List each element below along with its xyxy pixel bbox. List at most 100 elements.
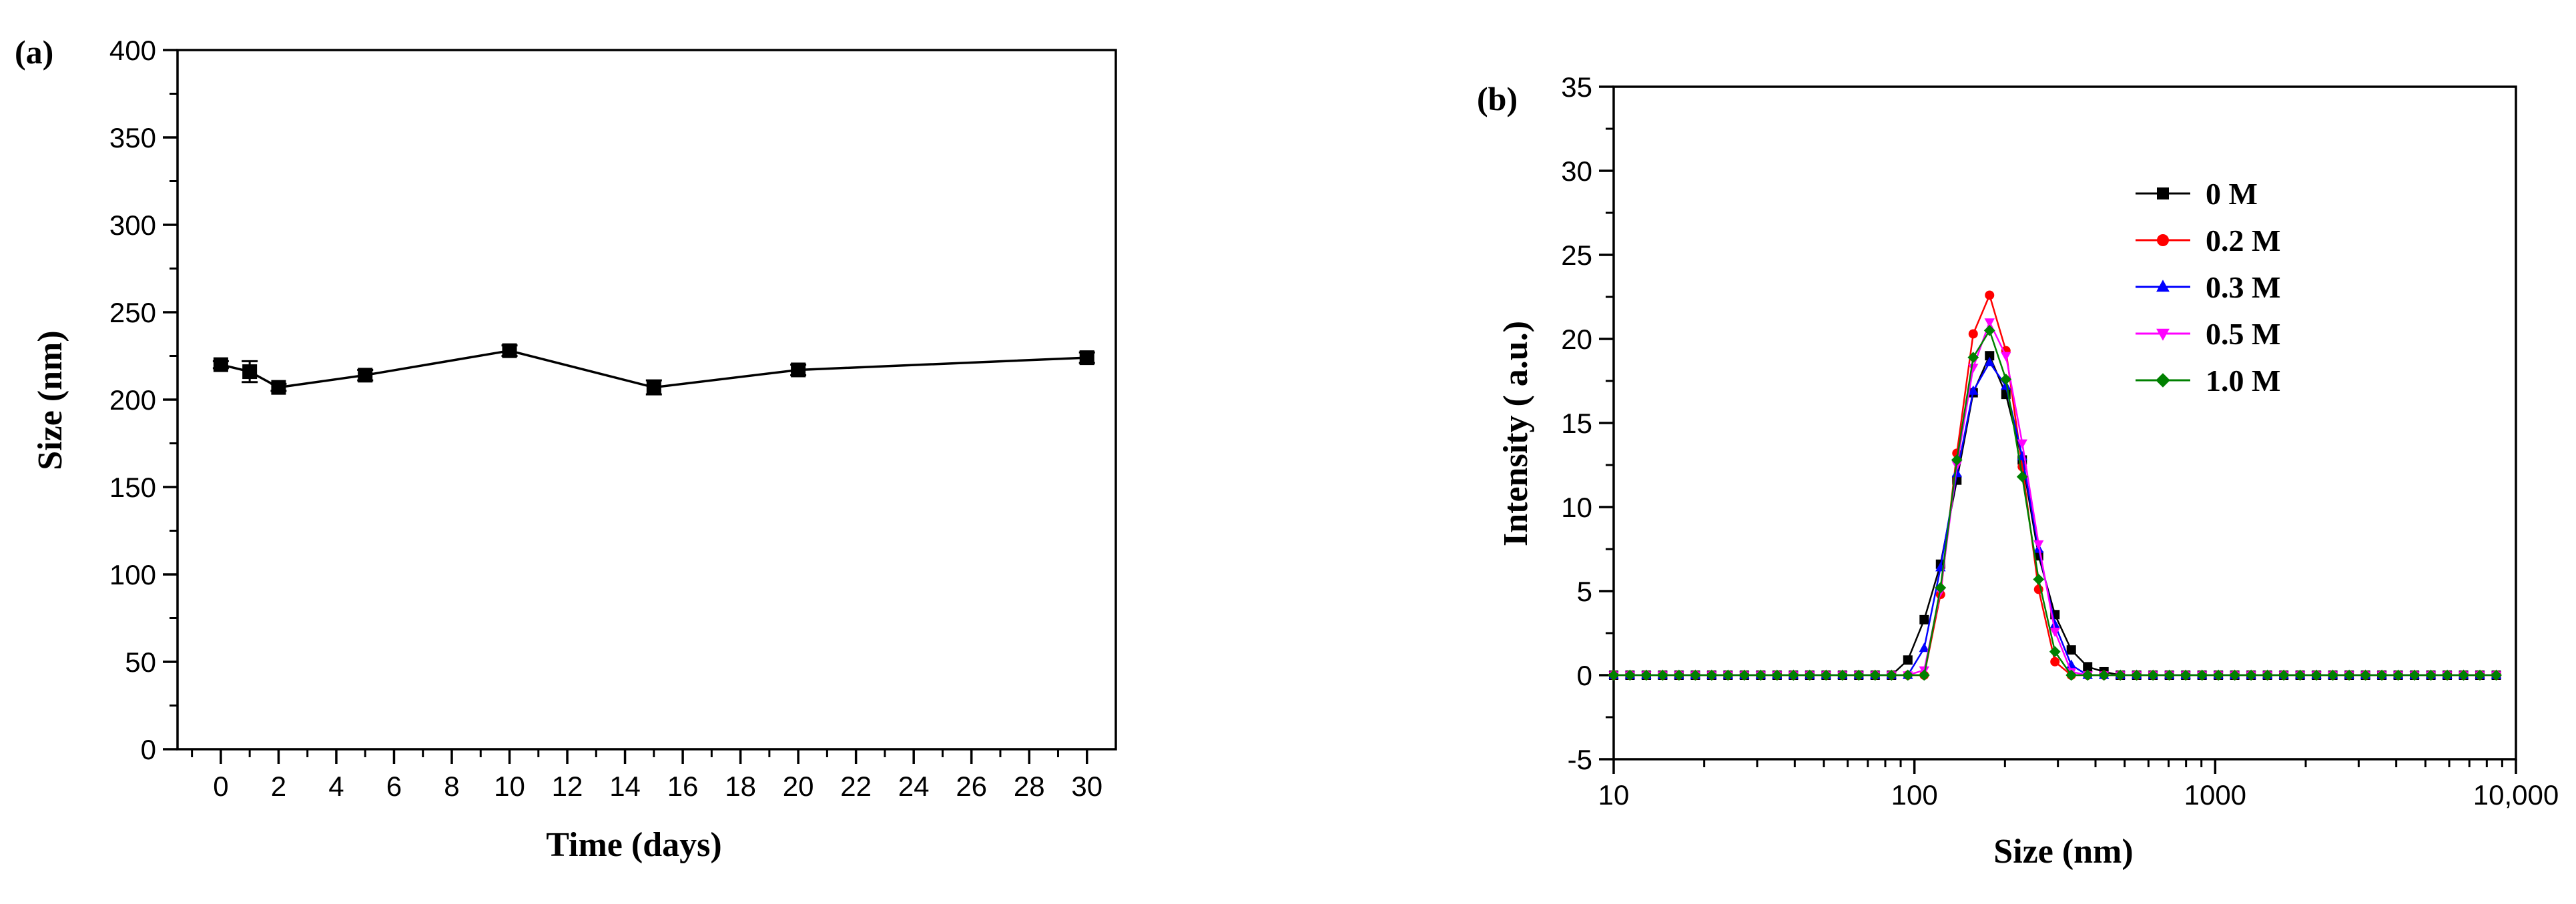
panel-b-label: (b) <box>1477 80 1518 117</box>
data-point <box>2114 669 2126 681</box>
legend-label: 0.3 M <box>2206 270 2280 304</box>
data-point <box>2049 627 2060 637</box>
data-point <box>2033 573 2045 585</box>
data-point <box>2458 669 2469 681</box>
data-point <box>2083 662 2093 672</box>
panel-a-label: (a) <box>15 33 53 71</box>
data-point <box>1919 614 1929 624</box>
y-tick-label: 250 <box>109 297 156 328</box>
data-point <box>1985 351 1995 361</box>
x-tick-label: 24 <box>898 771 930 802</box>
data-point <box>2196 669 2208 681</box>
data-point <box>2049 646 2061 658</box>
panel-b: (b) -5 0 5 10 15 20 25 30 35 10 100 1000 10,000 0 M… <box>1477 71 2559 871</box>
y-tick-label: -5 <box>1568 744 1592 775</box>
data-point <box>2033 540 2044 550</box>
data-point <box>1690 669 1701 681</box>
data-point <box>1738 669 1750 681</box>
data-point <box>2065 669 2077 681</box>
x-tick-label: 28 <box>1014 771 1045 802</box>
data-point <box>1706 669 1718 681</box>
data-point <box>2180 669 2192 681</box>
panel-a-x-axis-title: Time (days) <box>546 826 721 864</box>
data-point <box>1985 290 1995 300</box>
data-point <box>1968 364 1979 374</box>
data-point <box>1722 669 1734 681</box>
data-point <box>2376 669 2388 681</box>
data-point <box>1903 655 1913 665</box>
data-point <box>1624 669 1636 681</box>
data-point <box>213 357 228 372</box>
data-point <box>2098 669 2110 681</box>
panel-a-plot-frame <box>176 49 1117 751</box>
data-point <box>2147 669 2159 681</box>
data-point <box>2229 669 2241 681</box>
x-tick-label: 6 <box>386 771 402 802</box>
x-tick-label: 10 <box>1598 779 1630 811</box>
data-point <box>1983 325 1995 336</box>
data-point <box>2310 669 2322 681</box>
data-point <box>1820 669 1832 681</box>
legend-label: 0.2 M <box>2206 223 2280 258</box>
panel-b-x-axis-title: Size (nm) <box>1993 833 2133 871</box>
data-point <box>2294 669 2306 681</box>
data-point <box>2392 669 2404 681</box>
legend-label: 1.0 M <box>2206 364 2280 398</box>
x-tick-label: 0 <box>213 771 228 802</box>
x-tick-label: 12 <box>552 771 583 802</box>
data-point <box>1968 329 1978 339</box>
x-tick-label: 1000 <box>2184 779 2246 811</box>
data-point <box>2278 669 2290 681</box>
data-point <box>646 380 661 395</box>
data-point <box>2245 669 2257 681</box>
x-tick-label: 8 <box>444 771 459 802</box>
y-tick-label: 10 <box>1561 492 1592 523</box>
data-point <box>2491 669 2502 681</box>
x-tick-label: 18 <box>725 771 756 802</box>
legend-label: 0 M <box>2206 177 2258 211</box>
panel-a-series <box>212 343 1095 396</box>
data-point <box>2212 669 2224 681</box>
y-tick-label: 0 <box>141 734 156 765</box>
panel-b-legend: 0 M 0.2 M 0.3 M 0.5 M 1.0 M <box>2136 177 2280 398</box>
data-point <box>2066 645 2076 655</box>
y-tick-label: 0 <box>1577 660 1592 691</box>
data-point <box>1919 642 1929 652</box>
data-point <box>1673 669 1685 681</box>
data-point <box>1804 669 1816 681</box>
y-tick-label: 400 <box>109 35 156 66</box>
x-tick-label: 14 <box>609 771 641 802</box>
data-point <box>1640 669 1652 681</box>
data-point <box>791 362 806 378</box>
y-tick-label: 150 <box>109 472 156 503</box>
data-point <box>2017 439 2027 449</box>
data-point <box>2001 380 2011 390</box>
data-point <box>1902 669 1914 681</box>
legend-marker <box>2157 187 2169 199</box>
data-point <box>2131 669 2143 681</box>
data-point <box>1918 669 1930 681</box>
data-point <box>2408 669 2421 681</box>
y-tick-label: 100 <box>109 559 156 590</box>
x-tick-label: 16 <box>667 771 699 802</box>
x-tick-label: 26 <box>956 771 987 802</box>
x-tick-label: 20 <box>783 771 814 802</box>
data-point <box>358 368 373 383</box>
legend-marker <box>2157 234 2169 246</box>
y-tick-label: 200 <box>109 384 156 416</box>
data-point <box>1935 582 1947 594</box>
data-point <box>2000 374 2012 385</box>
data-point <box>1837 669 1849 681</box>
y-tick-label: 50 <box>125 646 156 678</box>
data-point <box>1608 669 1620 681</box>
y-tick-label: 30 <box>1561 155 1592 187</box>
data-point <box>1984 318 1995 328</box>
panel-b-x-axis: 10 100 1000 10,000 <box>1598 759 2559 811</box>
x-tick-label: 10 <box>494 771 525 802</box>
data-point <box>1853 669 1865 681</box>
data-point <box>1754 669 1766 681</box>
y-tick-label: 25 <box>1561 240 1592 271</box>
data-point <box>1787 669 1799 681</box>
